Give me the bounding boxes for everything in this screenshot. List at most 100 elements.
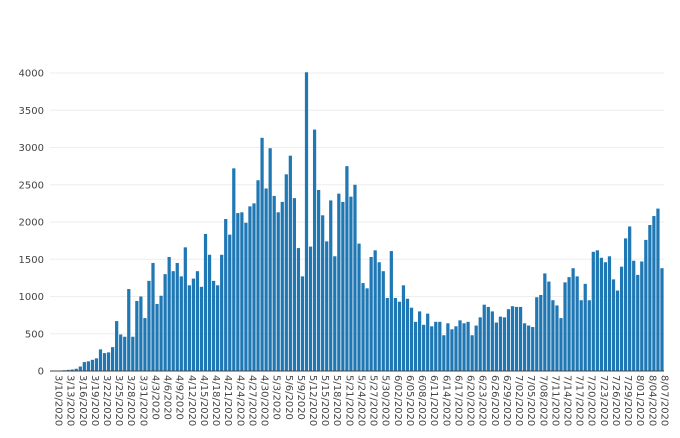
bar — [79, 367, 82, 371]
y-tick-label: 2500 — [19, 180, 44, 191]
bar — [212, 281, 215, 371]
x-tick-label: 7/20/2020 — [586, 375, 597, 426]
bar — [273, 196, 276, 371]
bar — [390, 251, 393, 371]
bar — [632, 261, 635, 371]
bar — [127, 289, 130, 371]
x-tick-label: 5/27/2020 — [368, 375, 379, 426]
bar — [200, 287, 203, 371]
x-tick-label: 3/13/2020 — [65, 375, 76, 426]
x-tick-label: 4/12/2020 — [186, 375, 197, 426]
y-tick-label: 1000 — [19, 292, 44, 303]
bar — [539, 295, 542, 371]
bar — [596, 250, 599, 371]
x-tick-label: 7/23/2020 — [598, 375, 609, 426]
bar — [236, 213, 239, 371]
bar — [563, 282, 566, 371]
bar — [172, 271, 175, 371]
bar — [95, 358, 98, 371]
bar — [321, 215, 324, 371]
bar — [204, 234, 207, 371]
bar — [442, 335, 445, 371]
y-tick-label: 500 — [25, 329, 44, 340]
x-tick-label: 7/11/2020 — [549, 375, 560, 426]
bar — [281, 202, 284, 371]
x-tick-label: 4/3/2020 — [149, 375, 160, 420]
bar — [462, 323, 465, 371]
bar — [256, 180, 259, 371]
bar — [337, 194, 340, 371]
x-tick-label: 5/30/2020 — [380, 375, 391, 426]
bar — [240, 212, 243, 371]
x-tick-label: 3/31/2020 — [137, 375, 148, 426]
bar — [131, 337, 134, 371]
bar — [503, 317, 506, 371]
bar — [616, 291, 619, 371]
bar — [184, 247, 187, 371]
bar — [111, 347, 114, 371]
bar — [475, 326, 478, 371]
bar — [382, 271, 385, 371]
bar — [91, 360, 94, 371]
bar — [559, 318, 562, 371]
bar — [600, 258, 603, 371]
bar — [168, 257, 171, 371]
bar — [612, 279, 615, 371]
bar — [523, 323, 526, 371]
bar — [446, 323, 449, 371]
bar — [260, 138, 263, 371]
bar — [192, 279, 195, 371]
x-tick-label: 3/19/2020 — [89, 375, 100, 426]
bar — [143, 318, 146, 371]
bar — [103, 353, 106, 371]
x-tick-label: 7/14/2020 — [561, 375, 572, 426]
bar — [115, 321, 118, 371]
bar — [410, 308, 413, 371]
bar — [135, 301, 138, 371]
bar — [479, 317, 482, 371]
x-tick-label: 7/29/2020 — [622, 375, 633, 426]
bar — [414, 322, 417, 371]
bar — [648, 225, 651, 371]
bar — [232, 168, 235, 371]
bar — [398, 302, 401, 371]
x-tick-label: 4/9/2020 — [174, 375, 185, 420]
bar — [208, 255, 211, 371]
x-tick-label: 7/26/2020 — [610, 375, 621, 426]
x-tick-label: 4/24/2020 — [234, 375, 245, 426]
bar — [418, 311, 421, 371]
bar — [107, 352, 110, 371]
bar — [426, 314, 429, 371]
bar — [151, 263, 154, 371]
y-tick-label: 2000 — [19, 218, 44, 229]
bar — [507, 309, 510, 371]
bar — [402, 285, 405, 371]
x-tick-label: 5/15/2020 — [319, 375, 330, 426]
bar — [301, 276, 304, 371]
bar — [543, 273, 546, 371]
bar — [640, 261, 643, 371]
bar — [652, 216, 655, 371]
bar — [216, 285, 219, 371]
x-tick-label: 4/21/2020 — [222, 375, 233, 426]
bar — [176, 263, 179, 371]
bar — [495, 323, 498, 371]
x-tick-label: 6/05/2020 — [404, 375, 415, 426]
bar — [386, 298, 389, 371]
bar — [361, 283, 364, 371]
bar — [341, 202, 344, 371]
x-tick-label: 4/18/2020 — [210, 375, 221, 426]
x-tick-label: 3/22/2020 — [101, 375, 112, 426]
bar — [329, 200, 332, 371]
bar — [608, 256, 611, 371]
x-tick-label: 6/23/2020 — [477, 375, 488, 426]
bar — [224, 219, 227, 371]
x-tick-label: 6/14/2020 — [440, 375, 451, 426]
bar — [450, 329, 453, 371]
bar — [164, 274, 167, 371]
bar — [155, 304, 158, 371]
bar — [220, 255, 223, 371]
bar — [511, 306, 514, 371]
